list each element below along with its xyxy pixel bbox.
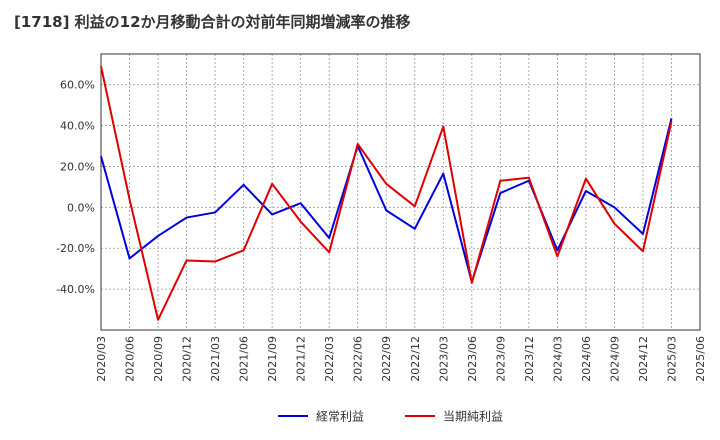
y-tick-label: -20.0%: [56, 242, 95, 255]
legend-label-2: 当期純利益: [443, 410, 503, 424]
x-tick-label: 2024/12: [637, 336, 650, 382]
series-lines: [100, 66, 673, 321]
x-tick-label: 2021/09: [266, 336, 279, 382]
x-tick-label: 2021/03: [209, 336, 222, 382]
series-line-2: [100, 66, 673, 321]
legend-label-1: 経常利益: [316, 410, 364, 424]
y-tick-label: 40.0%: [60, 120, 95, 133]
grid: [100, 54, 701, 330]
x-axis: 2020/03 2020/06 2020/09 2020/12 2021/03 2021/…: [95, 336, 707, 382]
x-tick-label: 2021/12: [295, 336, 308, 382]
x-tick-label: 2024/09: [608, 336, 621, 382]
x-tick-label: 2023/12: [523, 336, 536, 382]
series-line-1: [100, 118, 673, 283]
y-tick-label: 60.0%: [60, 79, 95, 92]
x-tick-label: 2020/06: [124, 336, 137, 382]
plot-frame: [100, 53, 701, 331]
x-tick-label: 2020/12: [181, 336, 194, 382]
x-tick-label: 2024/03: [551, 336, 564, 382]
x-tick-label: 2022/12: [409, 336, 422, 382]
x-tick-label: 2023/09: [494, 336, 507, 382]
y-axis: 60.0% 40.0% 20.0% 0.0% -20.0% -40.0%: [56, 79, 95, 296]
x-tick-label: 2025/06: [694, 336, 707, 382]
x-tick-label: 2020/03: [95, 336, 108, 382]
x-tick-label: 2022/03: [323, 336, 336, 382]
x-tick-label: 2025/03: [665, 336, 678, 382]
x-tick-label: 2023/03: [437, 336, 450, 382]
x-tick-label: 2021/06: [238, 336, 251, 382]
y-tick-label: -40.0%: [56, 283, 95, 296]
x-tick-label: 2024/06: [580, 336, 593, 382]
legend: 経常利益 当期純利益: [278, 410, 503, 424]
x-tick-label: 2022/06: [352, 336, 365, 382]
x-tick-label: 2020/09: [152, 336, 165, 382]
x-tick-label: 2022/09: [380, 336, 393, 382]
x-tick-label: 2023/06: [466, 336, 479, 382]
y-tick-label: 20.0%: [60, 160, 95, 173]
y-tick-label: 0.0%: [67, 201, 95, 214]
chart-title: [1718] 利益の12か月移動合計の対前年同期増減率の推移: [14, 13, 411, 31]
